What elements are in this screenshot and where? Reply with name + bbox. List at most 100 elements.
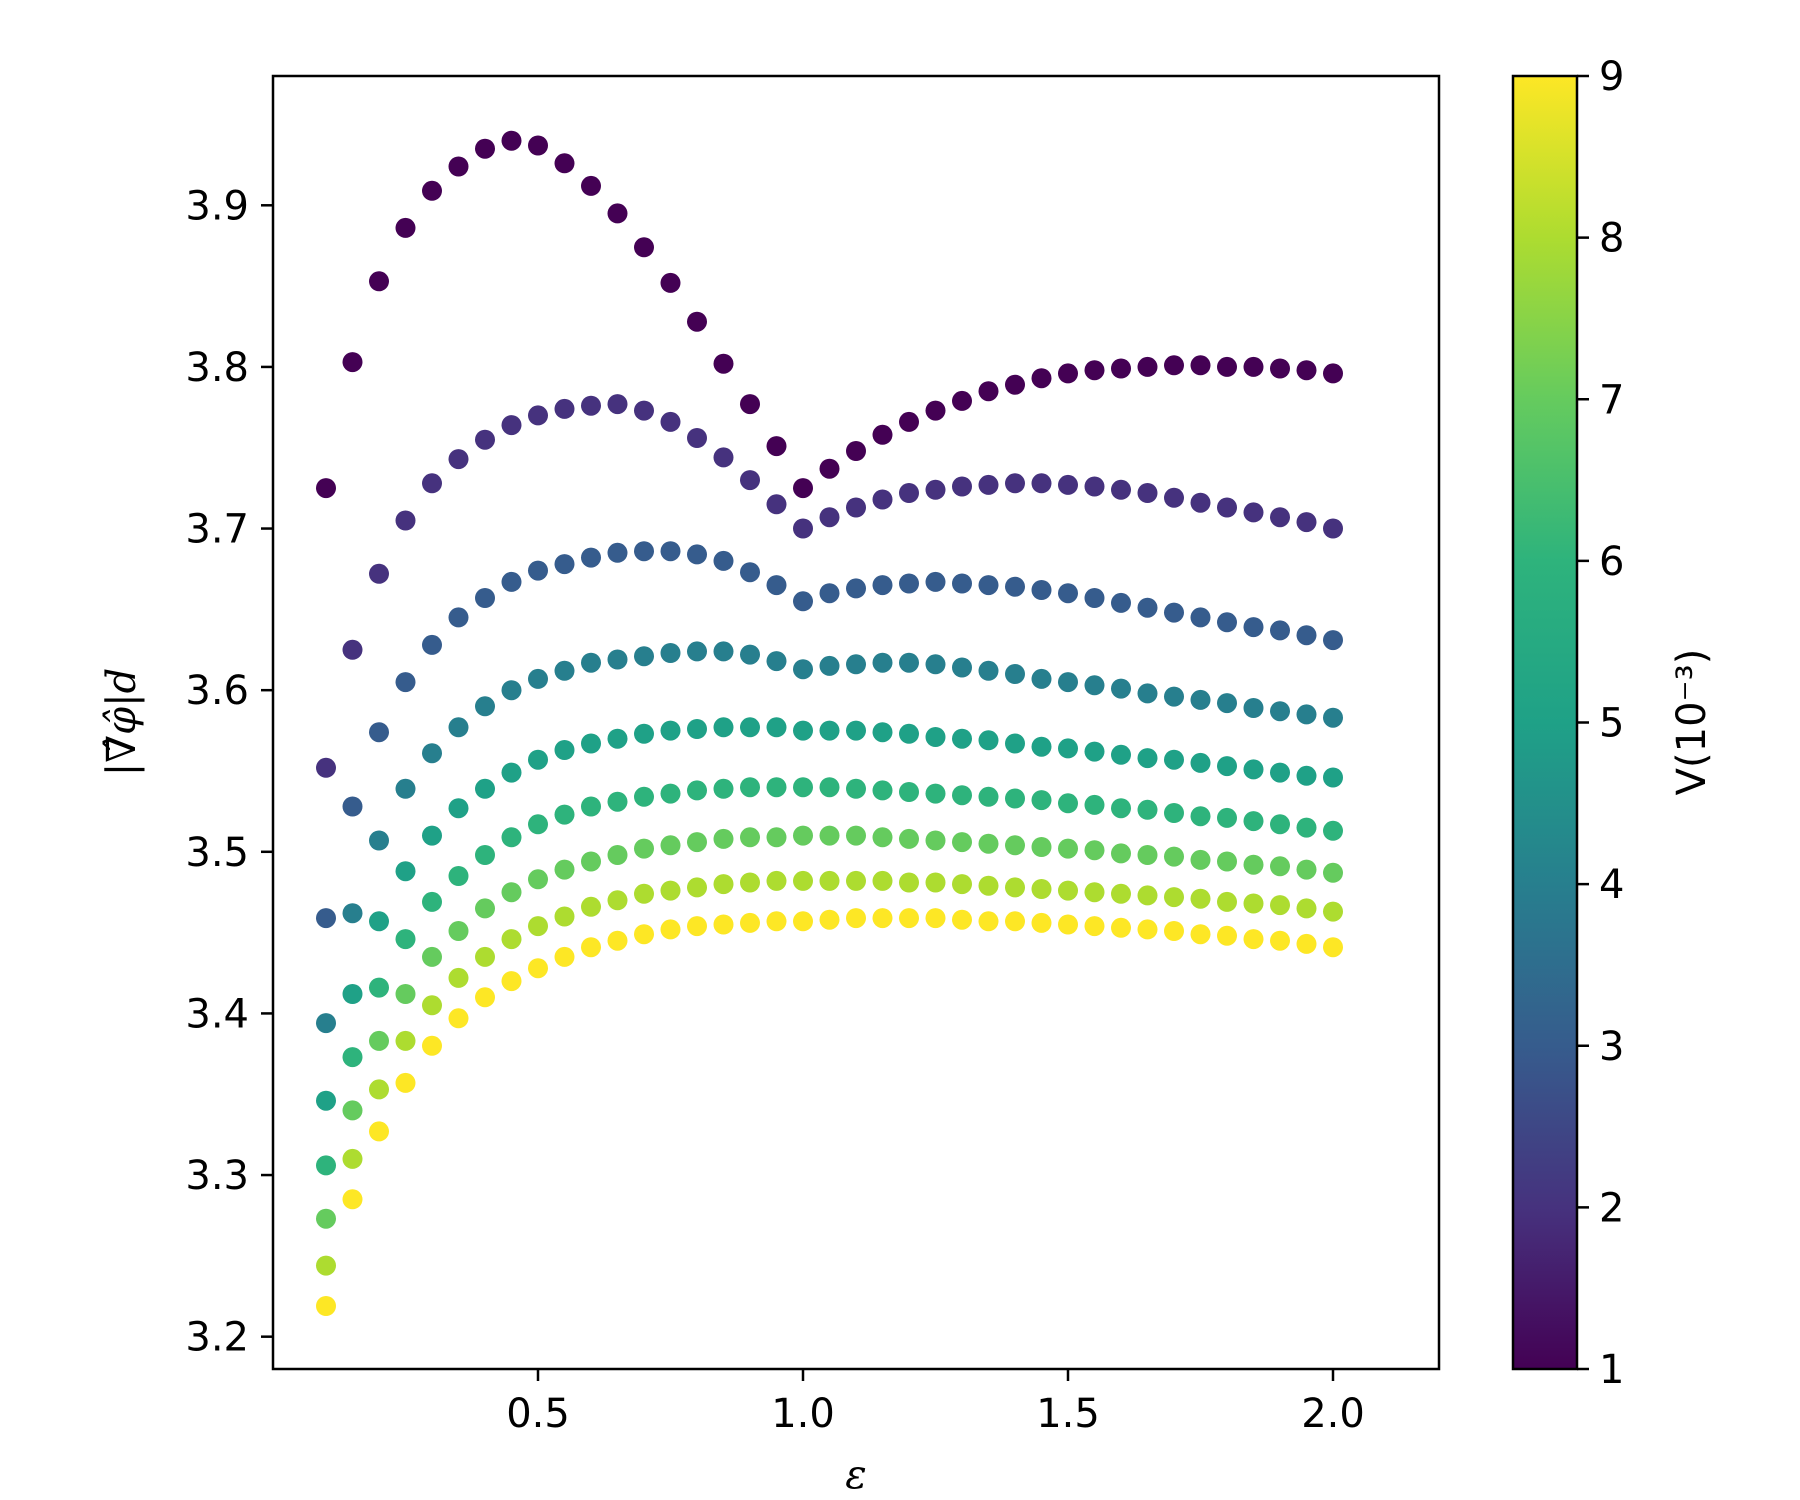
data-point-v1-13 xyxy=(660,272,681,293)
data-point-v8-32 xyxy=(1164,887,1184,908)
data-point-v4-4 xyxy=(422,743,442,764)
data-point-v5-19 xyxy=(819,720,840,741)
data-point-v9-8 xyxy=(528,958,548,979)
data-point-v5-12 xyxy=(634,723,654,744)
data-point-v6-33 xyxy=(1190,806,1211,827)
data-point-v1-28 xyxy=(1058,363,1078,384)
data-point-v8-23 xyxy=(925,872,946,893)
colorbar-tick-label: 7 xyxy=(1599,377,1624,423)
y-tick-label: 3.5 xyxy=(185,830,249,876)
data-point-v9-7 xyxy=(501,971,522,992)
colorbar-tick-label: 2 xyxy=(1599,1185,1624,1231)
data-point-v7-9 xyxy=(554,859,575,880)
data-point-v1-9 xyxy=(554,153,575,174)
data-point-v7-35 xyxy=(1243,854,1264,875)
data-point-v3-27 xyxy=(1031,580,1052,600)
data-point-v6-38 xyxy=(1323,820,1343,841)
data-point-v7-27 xyxy=(1031,837,1052,857)
data-point-v2-4 xyxy=(422,473,442,494)
data-point-v2-11 xyxy=(607,394,628,415)
data-point-v4-14 xyxy=(687,641,707,662)
data-point-v1-38 xyxy=(1323,363,1343,384)
data-point-v4-20 xyxy=(846,654,866,675)
data-point-v7-13 xyxy=(660,835,681,856)
x-tick-label: 1.0 xyxy=(771,1391,835,1437)
data-point-v3-38 xyxy=(1323,630,1343,651)
data-point-v8-1 xyxy=(342,1148,363,1169)
data-point-v3-3 xyxy=(395,672,416,693)
data-point-v1-29 xyxy=(1084,360,1105,381)
data-point-v3-7 xyxy=(501,571,522,592)
data-point-v6-9 xyxy=(554,804,575,825)
data-point-v2-30 xyxy=(1111,479,1131,500)
data-point-v8-27 xyxy=(1031,879,1052,899)
y-tick-label: 3.7 xyxy=(185,507,249,553)
data-point-v4-35 xyxy=(1243,698,1264,718)
data-point-v1-11 xyxy=(607,203,628,224)
data-point-v7-34 xyxy=(1217,851,1237,872)
data-point-v1-34 xyxy=(1217,356,1237,377)
data-point-v2-16 xyxy=(740,470,760,491)
data-point-v4-25 xyxy=(978,660,999,681)
data-point-v1-24 xyxy=(952,390,972,411)
data-point-v6-23 xyxy=(925,783,946,804)
data-point-v3-20 xyxy=(846,578,866,599)
data-point-v3-31 xyxy=(1137,597,1158,618)
data-point-v5-6 xyxy=(475,778,495,799)
data-point-v7-6 xyxy=(475,898,495,919)
data-point-v4-32 xyxy=(1164,686,1184,707)
data-point-v8-31 xyxy=(1137,885,1158,906)
x-axis-label: ε xyxy=(845,1452,866,1498)
data-point-v3-13 xyxy=(660,541,681,562)
data-point-v9-2 xyxy=(369,1121,389,1142)
data-point-v8-4 xyxy=(422,995,442,1016)
data-point-v9-17 xyxy=(766,911,787,932)
data-point-v7-17 xyxy=(766,827,787,848)
data-point-v3-30 xyxy=(1111,592,1131,613)
data-point-v3-10 xyxy=(581,547,601,568)
data-point-v3-11 xyxy=(607,542,628,563)
data-point-v9-18 xyxy=(793,911,813,932)
data-point-v3-32 xyxy=(1164,602,1184,623)
data-point-v5-18 xyxy=(793,720,813,741)
data-point-v5-28 xyxy=(1058,738,1078,759)
data-point-v2-26 xyxy=(1005,473,1025,494)
data-point-v3-23 xyxy=(925,571,946,592)
data-point-v7-24 xyxy=(952,832,972,853)
data-point-v2-0 xyxy=(316,757,336,778)
x-tick-label: 1.5 xyxy=(1036,1391,1100,1437)
data-point-v8-10 xyxy=(581,896,601,917)
data-point-v3-15 xyxy=(713,550,734,571)
data-point-v6-3 xyxy=(395,929,416,950)
data-point-v2-33 xyxy=(1190,492,1211,513)
data-point-v4-37 xyxy=(1296,704,1317,725)
data-point-v5-16 xyxy=(740,717,760,738)
colorbar-axis: 1 2 3 4 5 6 7 8 9 xyxy=(1577,54,1624,1393)
data-point-v3-12 xyxy=(634,541,654,562)
data-point-v7-2 xyxy=(369,1030,389,1051)
x-tick-label: 0.5 xyxy=(506,1391,570,1437)
data-point-v4-30 xyxy=(1111,678,1131,699)
data-point-v8-34 xyxy=(1217,891,1237,912)
colorbar-tick-label: 8 xyxy=(1599,216,1624,262)
data-point-v5-8 xyxy=(528,749,548,770)
data-point-v6-5 xyxy=(448,866,469,886)
data-point-v4-38 xyxy=(1323,707,1343,728)
colorbar xyxy=(1511,74,1579,1371)
data-point-v8-3 xyxy=(395,1030,416,1051)
data-point-v3-6 xyxy=(475,588,495,608)
data-point-v2-18 xyxy=(793,518,813,539)
data-point-v6-16 xyxy=(740,777,760,798)
data-point-v6-1 xyxy=(342,1047,363,1068)
data-point-v3-5 xyxy=(448,607,469,628)
data-point-v8-36 xyxy=(1270,895,1290,916)
data-point-v9-26 xyxy=(1005,911,1025,932)
data-point-v5-24 xyxy=(952,728,972,749)
data-point-v4-17 xyxy=(766,651,787,672)
data-point-v3-4 xyxy=(422,634,442,655)
data-points xyxy=(316,130,1343,1316)
data-point-v2-34 xyxy=(1217,497,1237,518)
data-point-v8-28 xyxy=(1058,880,1078,901)
data-point-v5-21 xyxy=(872,722,893,743)
data-point-v1-1 xyxy=(342,352,363,373)
